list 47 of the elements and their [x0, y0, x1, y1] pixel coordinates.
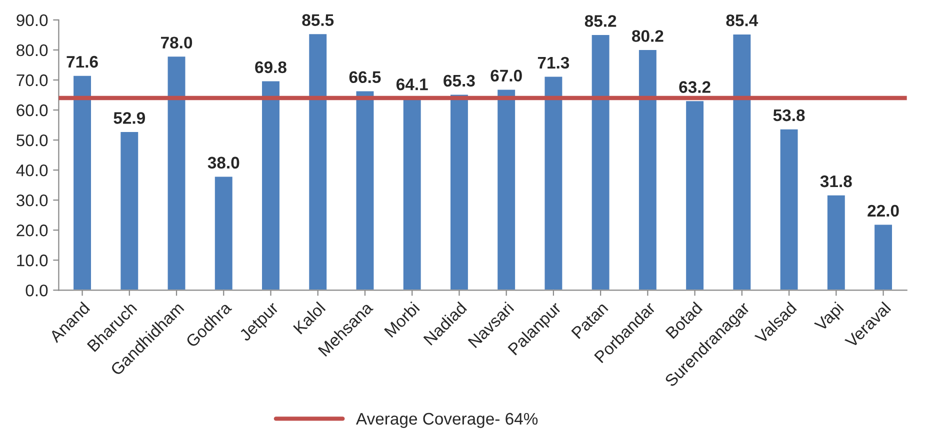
data-label: 85.2	[584, 15, 616, 27]
data-label: 78.0	[161, 36, 192, 49]
bar	[873, 223, 894, 290]
bar	[166, 55, 187, 290]
legend-label: Average Coverage- 64%	[356, 412, 538, 428]
bar	[778, 128, 800, 290]
bar	[119, 130, 140, 290]
bar	[732, 33, 752, 290]
bar	[638, 48, 658, 290]
data-label: 67.0	[490, 70, 522, 82]
y-tick-label: 70.0	[16, 74, 48, 86]
data-label: 80.2	[632, 30, 664, 42]
data-label: 53.8	[773, 109, 805, 122]
y-tick-label: 80.0	[16, 44, 48, 56]
y-tick-label: 90.0	[16, 14, 48, 26]
bar	[354, 90, 376, 290]
bar	[543, 75, 564, 290]
x-tick-label: Vapi	[813, 301, 846, 334]
data-label: 38.0	[208, 156, 240, 169]
data-label: 69.8	[255, 61, 286, 74]
bar	[72, 74, 92, 290]
data-label: 52.9	[114, 112, 145, 124]
bar	[260, 80, 281, 290]
data-label: 71.3	[538, 56, 570, 69]
bar	[826, 194, 846, 290]
y-tick-label: 50.0	[16, 134, 48, 146]
data-label: 66.5	[349, 71, 381, 84]
bar	[214, 175, 234, 290]
bar	[449, 93, 470, 290]
y-tick-label: 40.0	[16, 164, 48, 176]
y-tick-label: 10.0	[17, 254, 48, 266]
y-tick-label: 20.0	[16, 224, 48, 236]
y-tick-label: 0.0	[26, 284, 48, 296]
bar	[684, 100, 705, 290]
data-label: 71.6	[66, 56, 98, 68]
data-label: 63.2	[679, 81, 710, 93]
bar	[590, 34, 611, 290]
y-tick-label: 60.0	[16, 104, 48, 116]
data-label: 22.0	[868, 204, 899, 217]
bar	[496, 88, 516, 290]
data-label: 85.4	[726, 14, 758, 26]
data-label: 31.8	[820, 175, 852, 188]
data-label: 85.5	[302, 14, 334, 26]
data-label: 65.3	[444, 74, 475, 87]
y-tick-label: 30.0	[16, 194, 48, 206]
bar	[308, 32, 328, 290]
data-label: 64.1	[396, 78, 428, 90]
